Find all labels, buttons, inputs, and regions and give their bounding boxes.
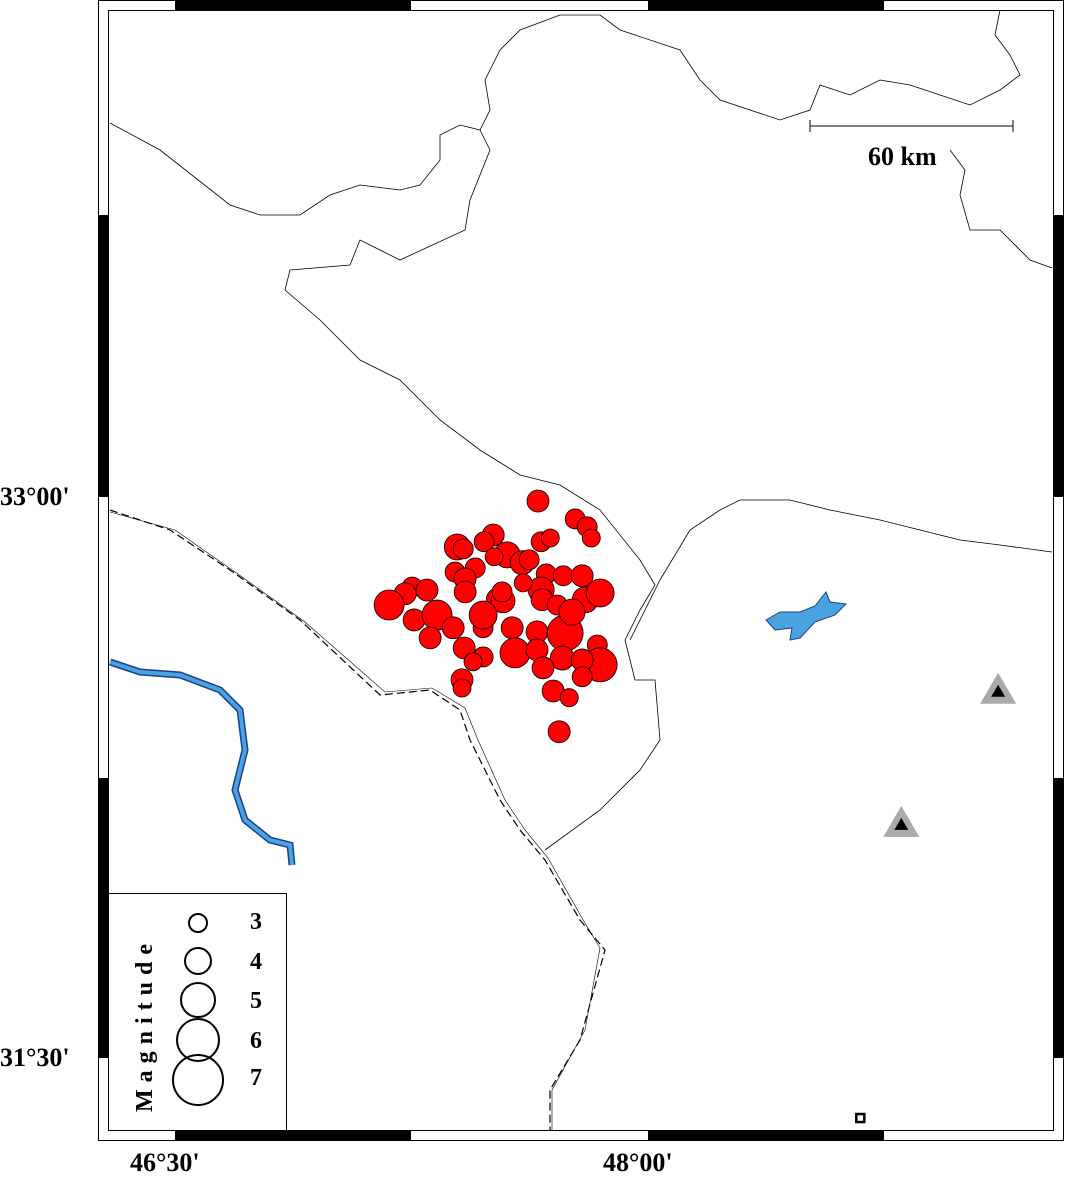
border-central (284, 129, 661, 851)
earthquake-event (463, 652, 483, 672)
station-icon (855, 1112, 866, 1124)
earthquake-event (491, 581, 513, 603)
inner-frame (108, 10, 1054, 1131)
legend-title: Magnitude (132, 936, 158, 1112)
earthquake-event (418, 626, 442, 650)
earthquake-event (526, 489, 550, 513)
river-fill (109, 660, 294, 866)
border-southwest-thin (109, 511, 601, 1130)
earthquake-event (499, 637, 531, 669)
earthquake-event (547, 720, 571, 744)
markers-layer (855, 672, 1017, 1124)
legend-label-5: 5 (250, 988, 262, 1014)
volcano-icon (894, 817, 909, 830)
lake (765, 591, 848, 641)
scale-bar (809, 120, 1014, 132)
lon-label-48: 48°00' (603, 1148, 673, 1177)
earthquake-event (402, 608, 426, 632)
earthquake-event (513, 573, 533, 593)
earthquake-event (452, 538, 474, 560)
legend-circle-3 (188, 913, 208, 933)
earthquake-event (552, 565, 574, 587)
legend-box (108, 893, 287, 1131)
earthquake-event (540, 528, 560, 548)
earthquake-event (518, 549, 540, 571)
earthquake-event (559, 688, 579, 708)
scale-bar-label: 60 km (868, 142, 937, 171)
earthquake-event (473, 531, 495, 553)
lon-label-46-30: 46°30' (130, 1148, 200, 1177)
legend-circle-4 (184, 947, 212, 975)
frame-ticks (99, 1, 1063, 1140)
border-north (109, 9, 1021, 216)
earthquake-event (468, 600, 498, 630)
volcano-icon (991, 684, 1006, 697)
lat-label-33: 33°00' (0, 482, 70, 511)
borders (109, 9, 1053, 1130)
earthquake-event (441, 616, 465, 640)
earthquake-event (531, 656, 555, 680)
earthquake-event (585, 578, 615, 608)
earthquake-event (500, 616, 524, 640)
border-northeast (949, 149, 1053, 269)
outer-frame (98, 0, 1064, 1141)
legend-label-3: 3 (250, 909, 262, 935)
earthquake-event (452, 678, 472, 698)
earthquake-event (453, 580, 477, 604)
legend-circle-7 (172, 1054, 224, 1106)
legend-label-4: 4 (250, 949, 262, 975)
earthquake-event (581, 528, 601, 548)
legend-circle-6 (176, 1018, 220, 1062)
lat-label-31-30: 31°30' (0, 1043, 70, 1072)
legend-label-7: 7 (250, 1065, 262, 1091)
legend-circles (172, 913, 224, 1106)
earthquake-event (558, 598, 586, 626)
earthquake-event (415, 578, 439, 602)
border-southwest-dashed (109, 509, 606, 1130)
legend-circle-5 (180, 982, 216, 1018)
border-east (629, 499, 1053, 641)
earthquake-event (484, 547, 504, 567)
earthquake-event (373, 589, 405, 621)
events-layer (373, 489, 618, 744)
earthquake-event (571, 666, 593, 688)
legend-label-6: 6 (250, 1028, 262, 1054)
